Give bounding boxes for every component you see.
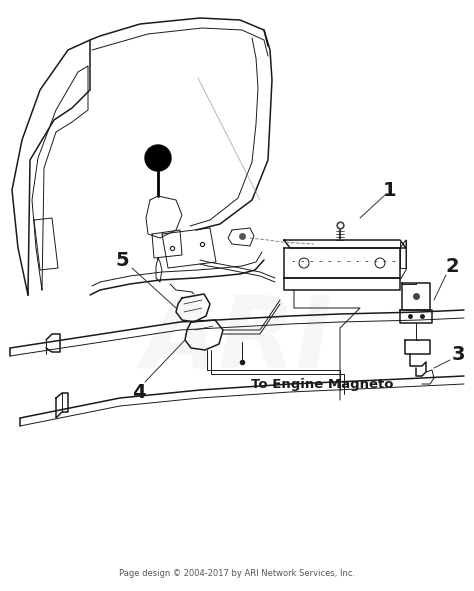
Circle shape <box>145 145 171 171</box>
Text: ARI: ARI <box>141 291 333 388</box>
Text: 3: 3 <box>451 345 465 363</box>
Text: Page design © 2004-2017 by ARI Network Services, Inc.: Page design © 2004-2017 by ARI Network S… <box>119 569 355 578</box>
Text: To Engine Magneto: To Engine Magneto <box>251 378 393 391</box>
Text: 1: 1 <box>383 180 397 200</box>
Text: 2: 2 <box>445 258 459 277</box>
Text: 5: 5 <box>115 251 129 269</box>
Text: 4: 4 <box>132 382 146 401</box>
